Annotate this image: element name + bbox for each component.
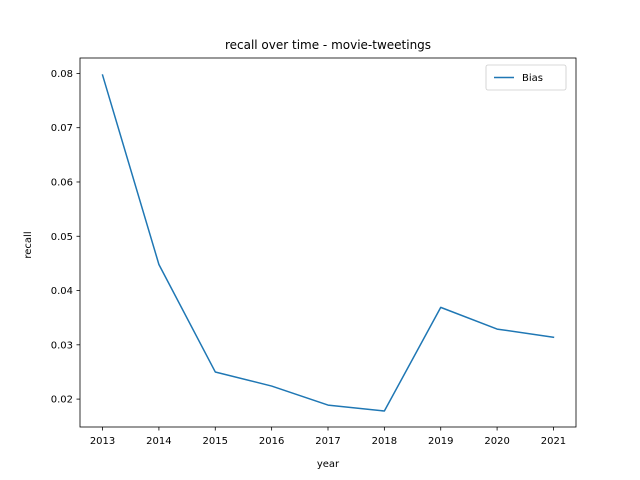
chart-title: recall over time - movie-tweetings — [225, 38, 431, 52]
legend: Bias — [485, 64, 567, 91]
x-tick-label: 2016 — [259, 436, 284, 447]
y-tick-label: 0.02 — [51, 395, 73, 406]
y-tick-label: 0.04 — [51, 286, 73, 297]
y-axis-label: recall — [23, 231, 34, 258]
x-axis-label: year — [317, 459, 340, 470]
x-tick-label: 2017 — [315, 436, 340, 447]
plot-area: 2013 2014 2015 2016 2017 2018 2019 2020 2021 0.02… — [51, 57, 577, 447]
x-tick-label: 2014 — [146, 436, 171, 447]
x-tick-label: 2018 — [372, 436, 397, 447]
x-tick-label: 2019 — [428, 436, 453, 447]
y-tick-label: 0.05 — [51, 232, 73, 243]
y-tick-label: 0.07 — [51, 123, 73, 134]
x-tick-label: 2021 — [541, 436, 566, 447]
x-tick-label: 2015 — [203, 436, 228, 447]
y-tick-label: 0.03 — [51, 340, 73, 351]
legend-box — [485, 64, 567, 91]
x-tick-label: 2013 — [90, 436, 115, 447]
y-tick-label: 0.06 — [51, 177, 73, 188]
y-tick-label: 0.08 — [51, 69, 73, 80]
legend-entry-label: Bias — [522, 73, 543, 84]
x-tick-label: 2020 — [484, 436, 509, 447]
